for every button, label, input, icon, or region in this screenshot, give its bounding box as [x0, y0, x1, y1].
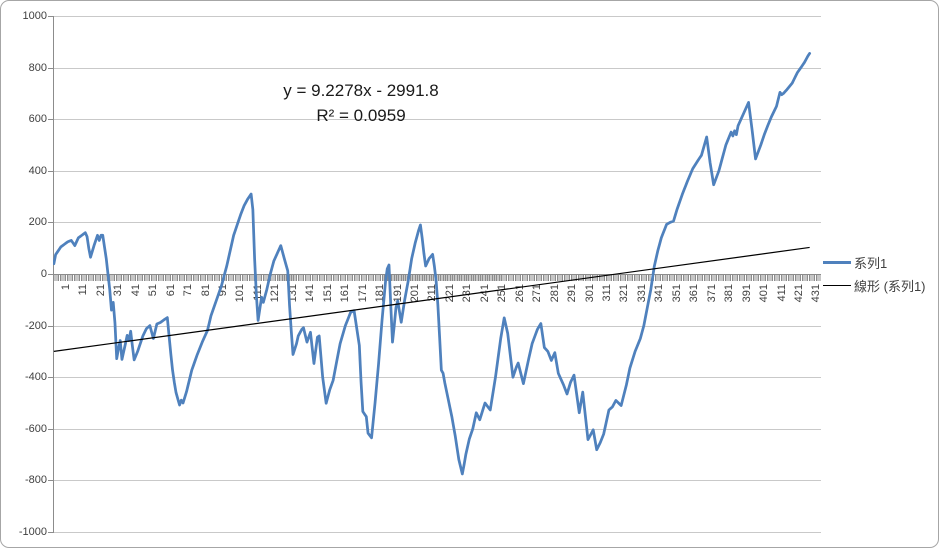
- y-axis-tick-label: 1000: [22, 10, 47, 22]
- y-axis-tick-label: 200: [28, 216, 47, 229]
- y-axis-tick: [48, 428, 53, 430]
- legend-label-trendline: 線形 (系列1): [854, 278, 926, 294]
- y-axis-tick: [48, 480, 53, 482]
- y-axis-tick: [48, 274, 53, 275]
- trendline[interactable]: [53, 246, 810, 352]
- gridline: [53, 170, 821, 172]
- y-axis-tick: [48, 532, 53, 533]
- y-axis-tick: [48, 170, 53, 172]
- series-line[interactable]: [53, 52, 812, 476]
- gridline: [53, 532, 821, 533]
- y-axis-tick: [48, 16, 53, 17]
- y-axis-tick-label: -1000: [18, 526, 47, 538]
- trendline-equation-box[interactable]: y = 9.2278x - 2991.8 R² = 0.0959: [256, 78, 466, 128]
- gridline: [53, 480, 821, 482]
- plot-area: [53, 52, 812, 476]
- y-axis-tick: [48, 377, 53, 379]
- y-axis-tick: [48, 325, 53, 327]
- gridline: [53, 119, 821, 121]
- y-axis-tick-label: -400: [24, 371, 47, 384]
- y-axis-tick-label: -600: [24, 422, 47, 435]
- gridline: [53, 67, 821, 69]
- gridline: [53, 222, 821, 224]
- y-axis-tick-label: 800: [28, 61, 47, 74]
- r-squared-value: R² = 0.0959: [316, 106, 406, 125]
- legend-item-series1[interactable]: 系列1: [823, 254, 888, 271]
- series-line-swatch: [823, 260, 851, 264]
- trendline-equation: y = 9.2278x - 2991.8: [283, 81, 439, 100]
- y-axis-tick: [48, 67, 53, 69]
- y-axis-tick: [48, 222, 53, 224]
- x-axis-line: [53, 274, 821, 275]
- legend-label-series1: 系列1: [854, 255, 888, 271]
- y-axis-tick: [48, 119, 53, 121]
- y-axis-tick-label: 400: [28, 164, 47, 177]
- y-axis-tick-label: -200: [24, 319, 47, 332]
- gridline: [53, 377, 821, 379]
- gridline: [53, 428, 821, 430]
- y-axis-tick-label: -800: [24, 474, 47, 487]
- gridline: [53, 16, 821, 17]
- gridline: [53, 325, 821, 327]
- trendline-swatch: [823, 284, 851, 286]
- legend-item-trendline[interactable]: 線形 (系列1): [823, 277, 926, 294]
- y-axis-tick-label: 0: [40, 268, 47, 280]
- y-axis-tick-label: 600: [28, 113, 47, 126]
